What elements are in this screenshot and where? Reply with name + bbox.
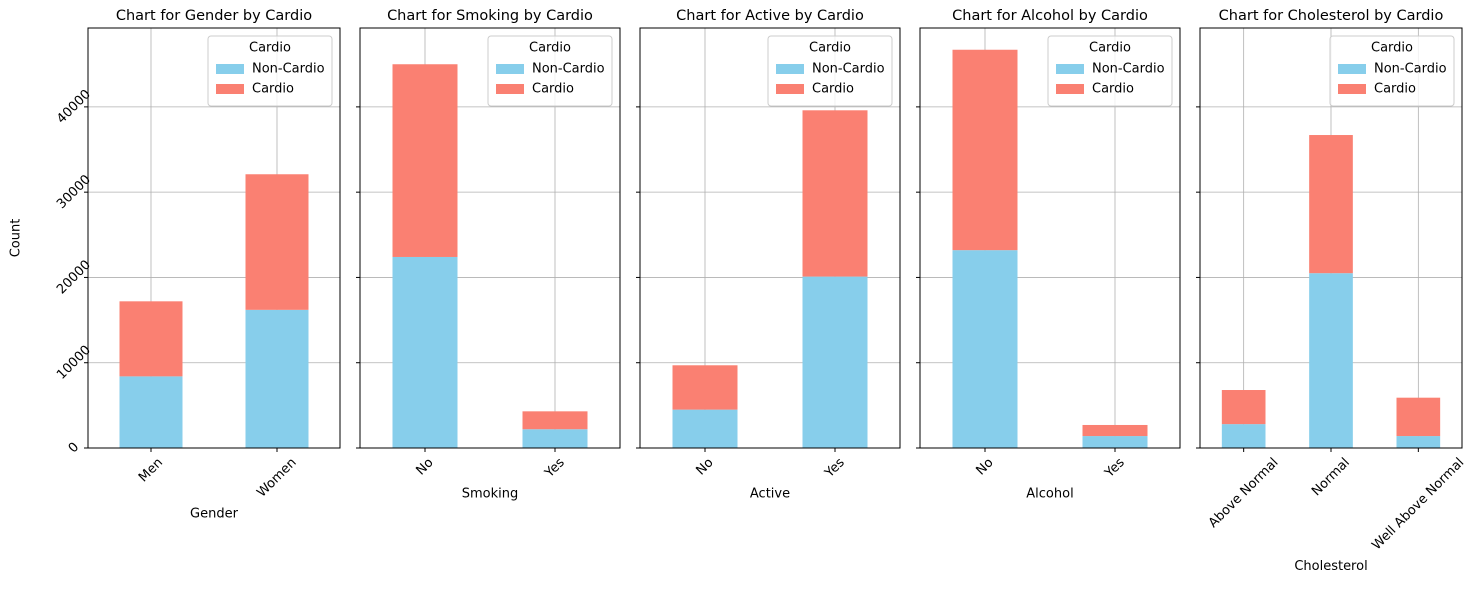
legend-swatch [1056, 84, 1084, 94]
legend-title: Cardio [809, 41, 851, 56]
axes-frame [1199, 27, 1463, 449]
bar-segment [392, 64, 458, 257]
x-axis-label: Alcohol [1026, 487, 1073, 502]
axes-frame [359, 27, 621, 449]
axes-frame [919, 27, 1181, 449]
legend-swatch [496, 84, 524, 94]
bar-segment [672, 365, 738, 410]
x-tick-label: No [693, 455, 716, 478]
legend-label: Cardio [252, 82, 294, 97]
y-tick-label: 0 [66, 440, 82, 456]
legend-label: Non-Cardio [1092, 62, 1165, 77]
legend-title: Cardio [1371, 41, 1413, 56]
bar-segment [802, 110, 868, 277]
bar-segment [1082, 436, 1148, 448]
x-tick-label: Normal [1309, 455, 1353, 499]
x-axis-label: Cholesterol [1294, 559, 1367, 574]
x-tick-label: Yes [542, 455, 568, 481]
bar-segment [119, 376, 183, 448]
bar-segment [1221, 390, 1266, 425]
chart-title: Chart for Gender by Cardio [116, 8, 312, 24]
bar-segment [392, 256, 458, 448]
bar-segment [1309, 135, 1353, 274]
x-tick-label: Yes [1102, 455, 1128, 481]
axes-frame [639, 27, 901, 449]
bar-segment [1396, 436, 1441, 448]
x-tick-label: No [413, 455, 436, 478]
legend-title: Cardio [529, 41, 571, 56]
bar-segment [952, 49, 1018, 251]
bar-segment [1309, 273, 1353, 448]
axes-frame [87, 27, 341, 449]
bar-segment [672, 409, 738, 448]
legend-title: Cardio [249, 41, 291, 56]
x-tick-label: Well Above Normal [1369, 455, 1467, 553]
y-axis-label: Count [9, 219, 24, 258]
legend-label: Non-Cardio [252, 62, 325, 77]
legend-swatch [776, 64, 804, 74]
x-tick-label: Above Normal [1206, 455, 1282, 531]
chart-title: Chart for Alcohol by Cardio [952, 8, 1148, 24]
chart-title: Chart for Cholesterol by Cardio [1219, 8, 1444, 24]
legend-label: Non-Cardio [812, 62, 885, 77]
legend-swatch [216, 64, 244, 74]
legend-label: Cardio [1092, 82, 1134, 97]
bar-segment [952, 250, 1018, 448]
bar-segment [802, 276, 868, 448]
legend-swatch [776, 84, 804, 94]
chart-title: Chart for Active by Cardio [676, 8, 864, 24]
legend-label: Cardio [532, 82, 574, 97]
x-tick-label: No [973, 455, 996, 478]
bar-segment [1396, 397, 1441, 437]
legend-swatch [496, 64, 524, 74]
legend-label: Non-Cardio [532, 62, 605, 77]
x-tick-label: Women [254, 455, 299, 500]
legend-label: Non-Cardio [1374, 62, 1447, 77]
legend-swatch [1056, 64, 1084, 74]
x-tick-label: Yes [822, 455, 848, 481]
x-axis-label: Active [750, 487, 790, 502]
x-tick-label: Men [136, 455, 166, 485]
legend-swatch [1338, 64, 1366, 74]
bar-segment [245, 309, 309, 448]
bar-segment [522, 411, 588, 430]
bar-segment [119, 301, 183, 377]
legend-label: Cardio [1374, 82, 1416, 97]
bar-segment [1082, 424, 1148, 437]
legend-swatch [1338, 84, 1366, 94]
chart-title: Chart for Smoking by Cardio [387, 8, 593, 24]
x-axis-label: Smoking [462, 487, 519, 502]
bar-segment [245, 174, 309, 310]
bar-segment [1221, 424, 1266, 448]
x-axis-label: Gender [190, 506, 239, 521]
bar-segment [522, 429, 588, 448]
legend-label: Cardio [812, 82, 854, 97]
legend-title: Cardio [1089, 41, 1131, 56]
legend-swatch [216, 84, 244, 94]
